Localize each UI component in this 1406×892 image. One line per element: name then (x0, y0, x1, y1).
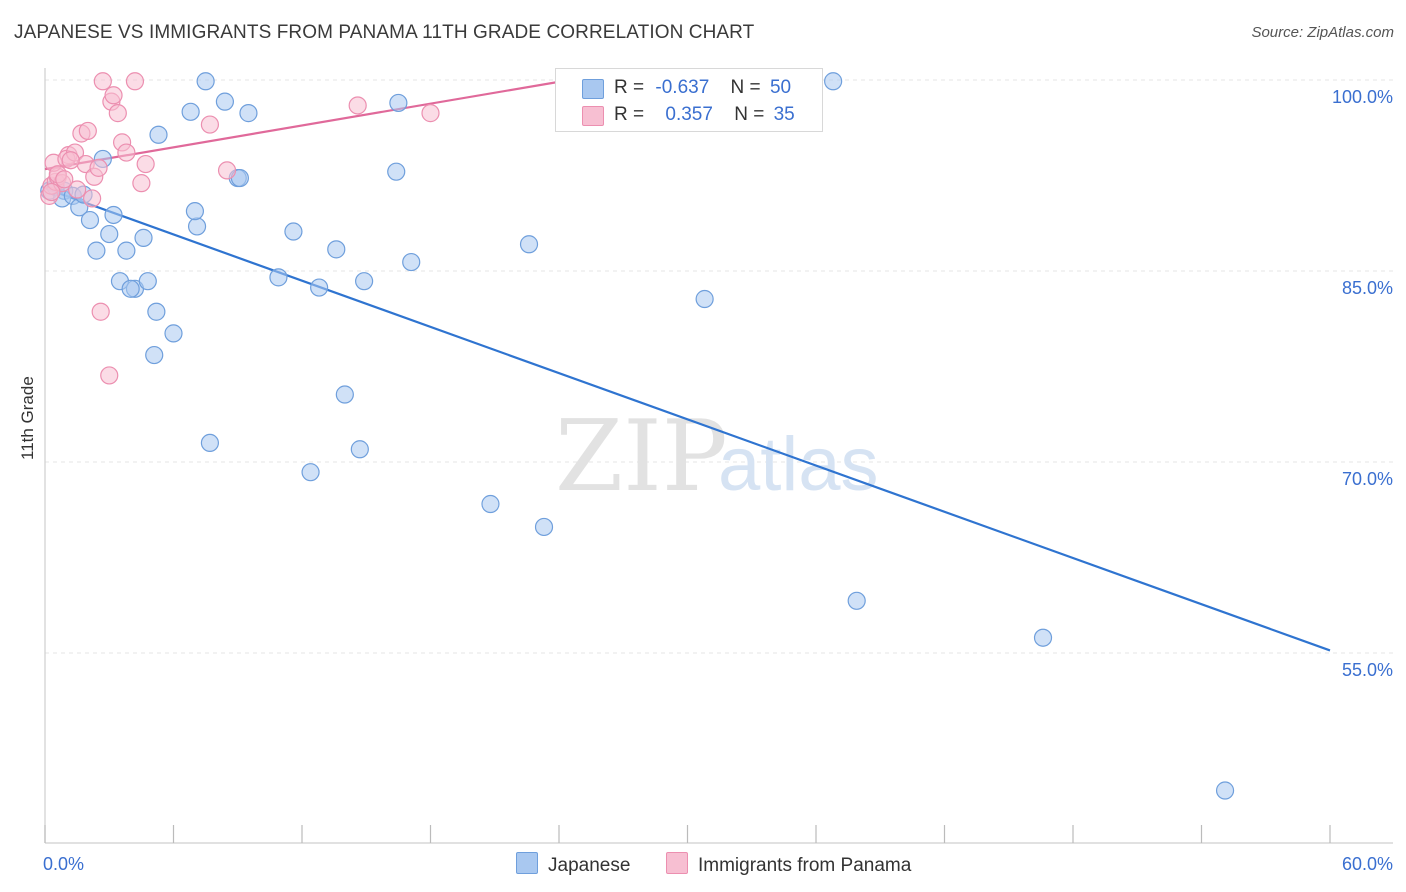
data-point-japanese (387, 162, 406, 181)
y-tick-label: 55.0% (1342, 660, 1393, 680)
data-point-japanese (187, 217, 207, 236)
data-point-japanese (350, 440, 369, 459)
data-point-japanese (80, 210, 100, 230)
data-point-japanese (335, 385, 354, 404)
bottom-legend-swatch-japanese (516, 852, 538, 874)
watermark-zip: ZIP (555, 400, 728, 514)
axis-layer (44, 68, 1393, 844)
watermark: ZIP atlas (555, 400, 879, 514)
data-point-japanese (117, 241, 136, 260)
legend-n-label: N = (734, 104, 765, 125)
data-point-panama (89, 158, 108, 177)
legend-swatch-panama (582, 106, 604, 126)
data-point-panama (68, 180, 87, 199)
y-tick-label: 70.0% (1342, 469, 1393, 489)
data-point-panama (83, 189, 102, 208)
data-point-panama (132, 174, 151, 193)
data-point-panama (78, 121, 97, 141)
data-point-japanese (147, 302, 166, 321)
data-point-japanese (1033, 628, 1053, 647)
data-point-panama (104, 86, 123, 105)
data-point-japanese (824, 72, 843, 91)
watermark-atlas: atlas (718, 422, 879, 507)
legend-n-japanese: 50 (769, 77, 792, 98)
data-point-japanese (301, 463, 320, 482)
point-layer (40, 72, 1235, 800)
bottom-legend-label-panama: Immigrants from Panama (698, 855, 912, 876)
data-point-japanese (104, 205, 123, 225)
data-point-panama (55, 170, 74, 189)
trendline-layer (44, 78, 1331, 652)
data-point-japanese (695, 289, 714, 309)
data-point-panama (42, 182, 61, 202)
data-point-panama (61, 151, 80, 170)
data-point-japanese (847, 591, 866, 610)
data-point-japanese (134, 228, 153, 247)
data-point-japanese (149, 125, 168, 144)
data-point-japanese (121, 279, 140, 298)
data-point-japanese (145, 345, 164, 365)
grid-layer (45, 79, 1393, 654)
y-tick-label: 85.0% (1342, 278, 1393, 298)
data-point-japanese (389, 93, 408, 113)
legend-swatch-japanese (582, 79, 604, 99)
data-point-japanese (181, 102, 200, 121)
data-point-japanese (481, 494, 500, 514)
stats-legend: R = -0.637 N = 50 R = 0.357 N = 35 (555, 68, 823, 132)
legend-n-panama: 35 (773, 104, 795, 125)
data-point-panama (93, 72, 112, 91)
data-point-japanese (269, 268, 288, 287)
data-point-japanese (87, 241, 106, 260)
legend-r-panama: 0.357 (665, 104, 713, 125)
data-point-panama (91, 302, 110, 321)
data-point-panama (108, 104, 127, 123)
data-point-panama (117, 143, 136, 162)
data-point-japanese (164, 324, 183, 343)
data-point-japanese (1215, 781, 1235, 800)
trendline-japanese (44, 187, 1331, 652)
bottom-legend-swatch-panama (666, 852, 688, 874)
data-point-panama (348, 96, 367, 115)
data-point-japanese (239, 104, 258, 123)
data-point-japanese (196, 72, 215, 91)
data-point-japanese (200, 433, 220, 452)
y-tick-label: 100.0% (1332, 87, 1393, 107)
x-tick-label-min: 0.0% (43, 854, 84, 874)
data-point-panama (136, 154, 155, 174)
data-point-panama (125, 72, 145, 91)
legend-n-label: N = (730, 77, 761, 98)
legend-r-label: R = (614, 104, 645, 125)
bottom-legend-panama[interactable]: Immigrants from Panama (666, 852, 911, 877)
data-point-japanese (284, 222, 303, 241)
data-point-panama (200, 115, 220, 134)
data-point-panama (421, 104, 440, 123)
tick-label-layer: 100.0% 85.0% 70.0% 55.0% 0.0% 60.0% (43, 87, 1393, 874)
bottom-legend-japanese[interactable]: Japanese (516, 852, 630, 877)
data-point-japanese (100, 224, 119, 244)
bottom-legend-label-japanese: Japanese (548, 855, 631, 876)
data-point-japanese (215, 92, 234, 111)
data-point-japanese (402, 252, 421, 272)
data-point-japanese (534, 517, 554, 537)
data-point-japanese (327, 240, 346, 259)
data-point-japanese (310, 278, 329, 297)
data-point-panama (217, 161, 237, 180)
legend-r-japanese: -0.637 (655, 77, 710, 98)
x-tick-label-max: 60.0% (1342, 854, 1393, 874)
data-point-japanese (185, 202, 205, 221)
data-point-panama (100, 366, 119, 385)
data-point-japanese (355, 272, 374, 291)
source-label: Source: ZipAtlas.com (1251, 24, 1394, 41)
data-point-japanese (138, 272, 157, 291)
data-point-japanese (519, 235, 539, 254)
chart-title: JAPANESE VS IMMIGRANTS FROM PANAMA 11TH … (14, 22, 755, 43)
legend-r-label: R = (614, 77, 645, 98)
